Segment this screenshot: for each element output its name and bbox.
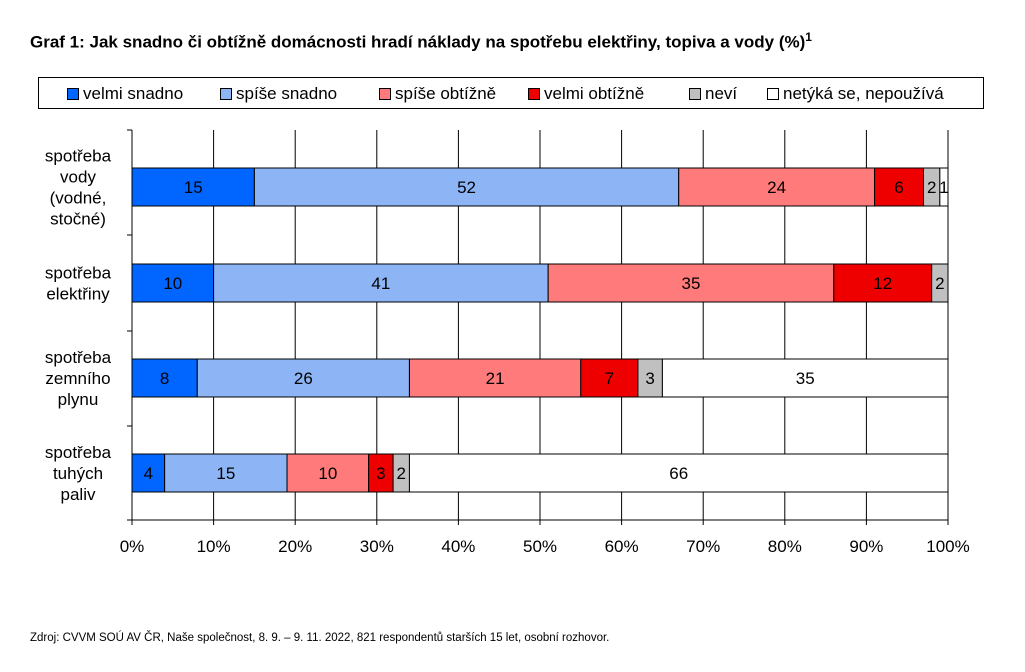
data-label: 52: [457, 178, 476, 197]
legend-label: spíše snadno: [236, 84, 338, 103]
x-tick-label: 60%: [605, 537, 639, 556]
legend-label: velmi snadno: [83, 84, 184, 103]
data-label: 10: [318, 464, 337, 483]
legend-label: netýká se, nepoužívá: [783, 84, 944, 103]
legend-item-spise-obtizne: spíše obtížně: [379, 84, 496, 104]
data-label: 15: [216, 464, 235, 483]
category-label: spotřeba vody (vodné, stočné): [45, 147, 112, 229]
legend-swatch: [220, 88, 232, 100]
legend-swatch: [528, 88, 540, 100]
source-note: Zdroj: CVVM SOÚ AV ČR, Naše společnost, …: [30, 632, 610, 644]
x-tick-label: 50%: [523, 537, 557, 556]
category-label-line: stočné): [50, 210, 106, 229]
legend: velmi snadno spíše snadno spíše obtížně vel…: [38, 77, 984, 109]
legend-item-velmi-snadno: velmi snadno: [67, 84, 183, 104]
data-label: 21: [486, 369, 505, 388]
x-tick-label: 0%: [120, 537, 145, 556]
legend-swatch: [767, 88, 779, 100]
bar-segment-netyka-se-nepouziva: [939, 167, 949, 207]
bar-segment-velmi-snadno: [131, 358, 198, 398]
bar-segment-netyka-se-nepouziva: [408, 453, 949, 493]
data-label: 2: [397, 464, 406, 483]
data-label: 66: [669, 464, 688, 483]
x-tick-label: 100%: [926, 537, 969, 556]
category-label: spotřeba elektřiny: [45, 264, 112, 304]
data-label: 6: [894, 178, 903, 197]
data-label: 3: [376, 464, 385, 483]
data-label: 12: [873, 274, 892, 293]
data-label: 2: [935, 274, 944, 293]
data-label: 10: [163, 274, 182, 293]
bar-segment-spise-obtizne: [408, 358, 582, 398]
x-tick-label: 20%: [278, 537, 312, 556]
data-label: 3: [645, 369, 654, 388]
bar-segment-velmi-snadno: [131, 263, 215, 303]
bar-segment-velmi-snadno: [131, 453, 166, 493]
bar-segment-spise-obtizne: [547, 263, 835, 303]
legend-swatch: [689, 88, 701, 100]
bar-segment-netyka-se-nepouziva: [661, 358, 949, 398]
x-tick-label: 10%: [197, 537, 231, 556]
chart-title: Graf 1: Jak snadno či obtížně domácnosti…: [30, 30, 812, 53]
data-label: 35: [681, 274, 700, 293]
category-label-line: tuhých: [53, 464, 103, 483]
category-label-line: plynu: [58, 390, 99, 409]
chart-title-footnote-mark: 1: [805, 30, 812, 44]
data-label: 24: [767, 178, 786, 197]
legend-item-spise-snadno: spíše snadno: [220, 84, 337, 104]
category-label-line: zemního: [45, 369, 110, 388]
data-label: 7: [605, 369, 614, 388]
category-label-line: spotřeba: [45, 264, 112, 283]
legend-item-netyka-se-nepouziva: netýká se, nepoužívá: [767, 84, 944, 104]
legend-swatch: [67, 88, 79, 100]
bar-segment-spise-snadno: [213, 263, 549, 303]
legend-item-nevi: neví: [689, 84, 737, 104]
data-label: 2: [927, 178, 936, 197]
category-label: spotřeba zemního plynu: [45, 348, 112, 409]
x-tick-label: 40%: [441, 537, 475, 556]
bar-segment-spise-snadno: [196, 358, 410, 398]
category-label-line: vody: [60, 168, 96, 187]
data-label: 4: [144, 464, 153, 483]
legend-swatch: [379, 88, 391, 100]
legend-label: velmi obtížně: [544, 84, 645, 103]
legend-label: spíše obtížně: [395, 84, 497, 103]
x-tick-label: 70%: [686, 537, 720, 556]
legend-item-velmi-obtizne: velmi obtížně: [528, 84, 644, 104]
data-label: 1: [939, 178, 948, 197]
data-label: 41: [371, 274, 390, 293]
category-label-line: spotřeba: [45, 147, 112, 166]
bar-segment-velmi-obtizne: [368, 453, 394, 493]
category-label-line: elektřiny: [46, 285, 110, 304]
category-label-line: spotřeba: [45, 443, 112, 462]
category-label-line: spotřeba: [45, 348, 112, 367]
data-label: 26: [294, 369, 313, 388]
x-tick-label: 80%: [768, 537, 802, 556]
bar-segment-velmi-obtizne: [833, 263, 933, 303]
category-label-line: (vodné,: [50, 189, 107, 208]
x-tick-label: 90%: [849, 537, 883, 556]
chart-title-text: Graf 1: Jak snadno či obtížně domácnosti…: [30, 32, 806, 52]
category-label-line: paliv: [61, 485, 96, 504]
data-label: 35: [796, 369, 815, 388]
legend-label: neví: [705, 84, 738, 103]
bar-segment-spise-snadno: [164, 453, 288, 493]
data-label: 15: [184, 178, 203, 197]
bar-segment-nevi: [931, 263, 949, 303]
data-label: 8: [160, 369, 169, 388]
bar-segment-velmi-snadno: [131, 167, 255, 207]
category-label: spotřeba tuhých paliv: [45, 443, 112, 504]
x-tick-label: 30%: [360, 537, 394, 556]
